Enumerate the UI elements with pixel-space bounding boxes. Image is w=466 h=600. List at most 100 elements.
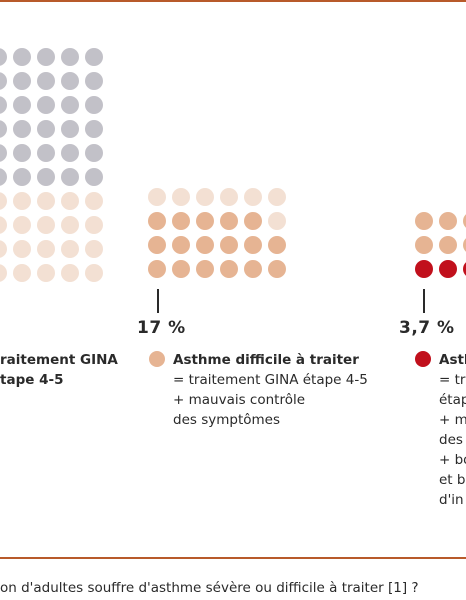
pale-dot [172, 188, 190, 206]
legend-gina: raitement GINA tape 4-5 [0, 350, 118, 390]
pale-dot [37, 264, 55, 282]
legend-severe-line: = tra [439, 372, 466, 388]
percent-label-17: 17 % [137, 318, 186, 338]
grey-dot [61, 48, 79, 66]
peach-dot [439, 236, 457, 254]
peach-dot [463, 238, 466, 252]
peach-dot [196, 212, 214, 230]
peach-dot [439, 212, 457, 230]
grey-dot [85, 48, 103, 66]
pale-dot [37, 216, 55, 234]
grey-dot [61, 72, 79, 90]
grey-dot [85, 96, 103, 114]
legend-difficile: Asthme difficile à traiter = traitement … [149, 350, 368, 430]
pale-dot [244, 188, 262, 206]
pale-dot [61, 216, 79, 234]
grey-dot [37, 144, 55, 162]
grey-dot [0, 120, 7, 138]
legend-severe-line: étap [439, 392, 466, 408]
grey-dot [13, 168, 31, 186]
pale-dot [196, 188, 214, 206]
red-dot [439, 260, 457, 278]
grey-dot [37, 72, 55, 90]
grey-dot [0, 48, 7, 66]
pale-dot [0, 264, 7, 282]
grey-dot [37, 168, 55, 186]
legend-difficile-line: = traitement GINA étape 4-5 [173, 372, 368, 388]
grey-dot [13, 96, 31, 114]
peach-dot [196, 260, 214, 278]
legend-severe-line: + bo [439, 452, 466, 468]
peach-dot [172, 212, 190, 230]
legend-difficile-line: des symptômes [173, 412, 280, 428]
legend-difficile-line: + mauvais contrôle [173, 392, 306, 408]
peach-dot [220, 236, 238, 254]
grey-dot [37, 48, 55, 66]
pale-dot [268, 212, 286, 230]
legend-severe-title: Asth [439, 352, 466, 368]
tick-17 [157, 289, 159, 313]
legend-severe: Asth = tra étap + m des + bo et b d'in [415, 350, 466, 510]
legend-red-bullet [415, 351, 431, 367]
red-dot [463, 262, 466, 276]
legend-gina-line: tape 4-5 [0, 372, 64, 388]
pale-dot [37, 240, 55, 258]
pale-dot [13, 240, 31, 258]
pale-dot [13, 192, 31, 210]
pale-dot [0, 192, 7, 210]
grey-dot [85, 168, 103, 186]
peach-dot [244, 212, 262, 230]
pale-dot [85, 240, 103, 258]
top-rule [0, 0, 466, 2]
grey-dot [61, 96, 79, 114]
peach-dot [415, 236, 433, 254]
legend-severe-line: et b [439, 472, 466, 488]
peach-dot [268, 260, 286, 278]
pale-dot [85, 216, 103, 234]
legend-severe-line: + m [439, 412, 466, 428]
grey-dot [0, 144, 7, 162]
pale-dot [61, 192, 79, 210]
legend-severe-line: des [439, 432, 463, 448]
peach-dot [172, 260, 190, 278]
legend-peach-bullet [149, 351, 165, 367]
peach-dot [244, 236, 262, 254]
legend-severe-line: d'in [439, 492, 464, 508]
pale-dot [268, 188, 286, 206]
grey-dot [61, 144, 79, 162]
peach-dot [148, 260, 166, 278]
pale-dot [85, 264, 103, 282]
grey-dot [85, 72, 103, 90]
percent-label-3-7: 3,7 % [399, 318, 455, 338]
legend-difficile-title: Asthme difficile à traiter [173, 352, 359, 368]
grey-dot [85, 120, 103, 138]
peach-dot [463, 214, 466, 228]
grey-dot [13, 48, 31, 66]
peach-dot [220, 212, 238, 230]
grey-dot [61, 120, 79, 138]
peach-dot [172, 236, 190, 254]
pale-dot [61, 240, 79, 258]
pale-dot [0, 216, 7, 234]
red-dot [415, 260, 433, 278]
peach-dot [268, 236, 286, 254]
legend-gina-title: raitement GINA [0, 352, 118, 368]
pale-dot [220, 188, 238, 206]
grey-dot [13, 144, 31, 162]
grey-dot [37, 120, 55, 138]
peach-dot [415, 212, 433, 230]
grey-dot [0, 168, 7, 186]
grey-dot [13, 72, 31, 90]
pale-dot [13, 264, 31, 282]
peach-dot [148, 236, 166, 254]
tick-3-7 [423, 289, 425, 313]
grey-dot [0, 96, 7, 114]
grey-dot [85, 144, 103, 162]
grey-dot [37, 96, 55, 114]
footer-question: on d'adultes souffre d'asthme sévère ou … [0, 580, 419, 596]
peach-dot [220, 260, 238, 278]
grey-dot [61, 168, 79, 186]
peach-dot [148, 212, 166, 230]
bottom-rule [0, 557, 466, 559]
